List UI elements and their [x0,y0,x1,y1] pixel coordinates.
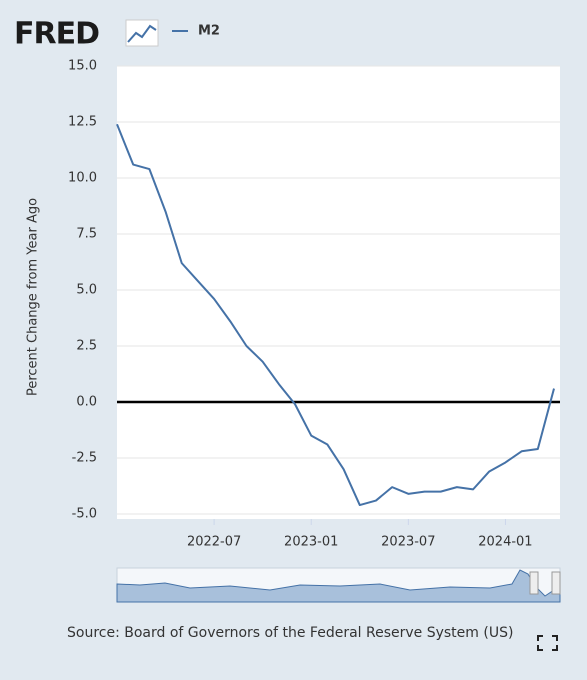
y-tick-label: 10.0 [68,171,97,186]
data-line [116,123,555,507]
y-tick-label: -5.0 [72,507,97,522]
y-axis-label: Percent Change from Year Ago [26,198,41,396]
source-note: Source: Board of Governors of the Federa… [67,625,513,641]
x-tick-label: 2024-01 [478,535,532,550]
y-tick-label: 2.5 [76,339,97,354]
logo-icon [125,19,159,47]
y-tick-label: 0.0 [76,395,97,410]
x-tick-label: 2022-07 [187,535,241,550]
x-tick-label: 2023-01 [284,535,338,550]
y-tick-label: -2.5 [72,451,97,466]
navigator [116,567,561,603]
plot-area [117,66,560,519]
x-tick-label: 2023-07 [381,535,435,550]
legend-label: M2 [198,24,220,39]
fullscreen-icon[interactable] [537,635,558,651]
y-tick-label: 12.5 [68,115,97,130]
y-tick-label: 5.0 [76,283,97,298]
logo: FRED [14,17,99,52]
y-tick-label: 15.0 [68,59,97,74]
y-tick-label: 7.5 [76,227,97,242]
